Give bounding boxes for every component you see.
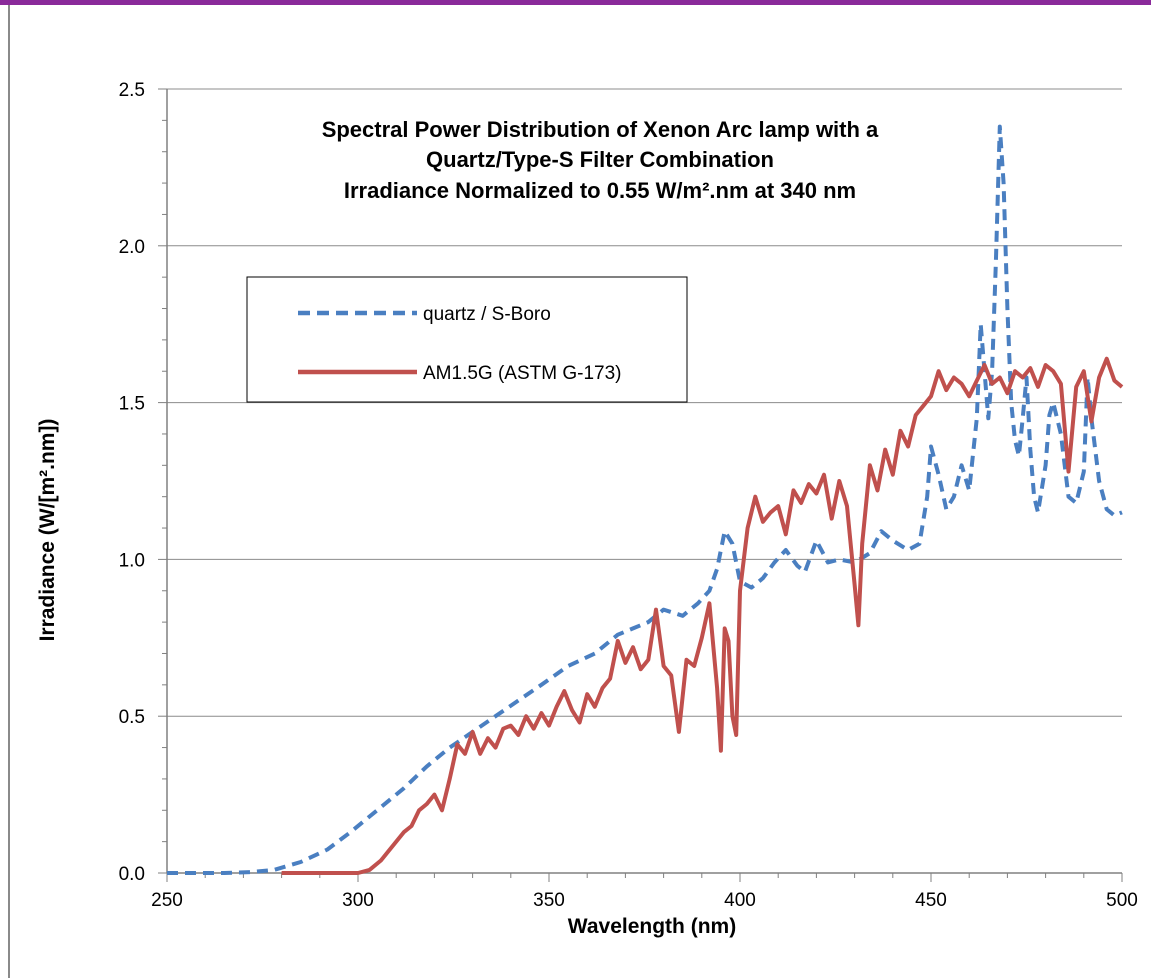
series-layer	[167, 124, 1124, 875]
y-tick-label-4: 2.0	[119, 237, 145, 258]
chart-title-line-2: Quartz/Type-S Filter Combination	[426, 147, 774, 172]
x-tick-label-3: 400	[724, 890, 756, 911]
x-tick-label-0: 250	[151, 890, 183, 911]
y-axis-title: Irradiance (W/[m².nm])	[36, 419, 59, 642]
y-tick-label-2: 1.0	[119, 550, 145, 571]
y-tick-label-5: 2.5	[119, 80, 145, 101]
y-tick-label-1: 0.5	[119, 707, 145, 728]
series-line-0	[167, 124, 1123, 875]
x-tick-label-4: 450	[915, 890, 947, 911]
tick-labels: 250 300 350 400 450 500 0.0 0.5 1.0 1.5 2.0 2.5	[119, 80, 1138, 911]
x-tick-label-1: 300	[342, 890, 374, 911]
top-border	[0, 0, 1151, 5]
y-tick-label-0: 0.0	[119, 864, 145, 885]
x-axis-title: Wavelength (nm)	[568, 915, 736, 938]
chart-title-line-1: Spectral Power Distribution of Xenon Arc…	[322, 117, 879, 142]
chart-title-line-3: Irradiance Normalized to 0.55 W/m².nm at…	[344, 178, 856, 203]
x-tick-label-5: 500	[1106, 890, 1138, 911]
x-tick-label-2: 350	[533, 890, 565, 911]
gridlines	[167, 88, 1122, 717]
legend: quartz / S-Boro AM1.5G (ASTM G-173)	[246, 276, 688, 403]
legend-box	[246, 276, 688, 403]
legend-label-am15g: AM1.5G (ASTM G-173)	[423, 363, 622, 384]
legend-label-quartz: quartz / S-Boro	[423, 304, 551, 325]
plot-frame	[158, 88, 1123, 882]
left-border	[8, 5, 10, 978]
y-tick-label-3: 1.5	[119, 394, 145, 415]
series-line-1	[281, 356, 1124, 875]
